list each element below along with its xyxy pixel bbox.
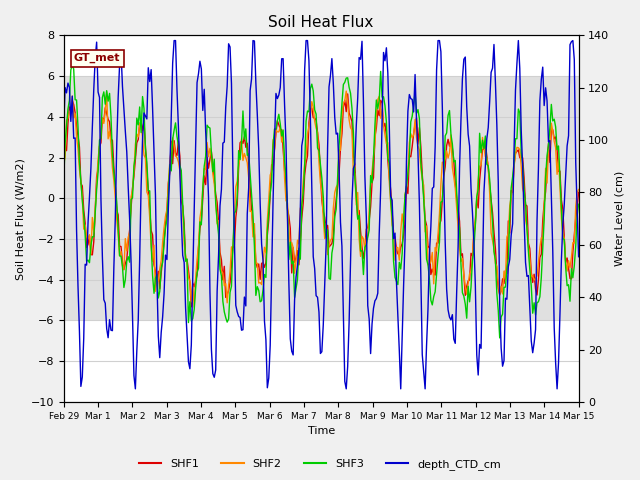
Y-axis label: Water Level (cm): Water Level (cm) — [615, 171, 625, 266]
Y-axis label: Soil Heat Flux (W/m2): Soil Heat Flux (W/m2) — [15, 158, 25, 279]
Text: GT_met: GT_met — [74, 53, 120, 63]
Legend: SHF1, SHF2, SHF3, depth_CTD_cm: SHF1, SHF2, SHF3, depth_CTD_cm — [135, 455, 505, 474]
Bar — [63, 76, 579, 321]
Title: Soil Heat Flux: Soil Heat Flux — [268, 15, 374, 30]
X-axis label: Time: Time — [307, 426, 335, 436]
